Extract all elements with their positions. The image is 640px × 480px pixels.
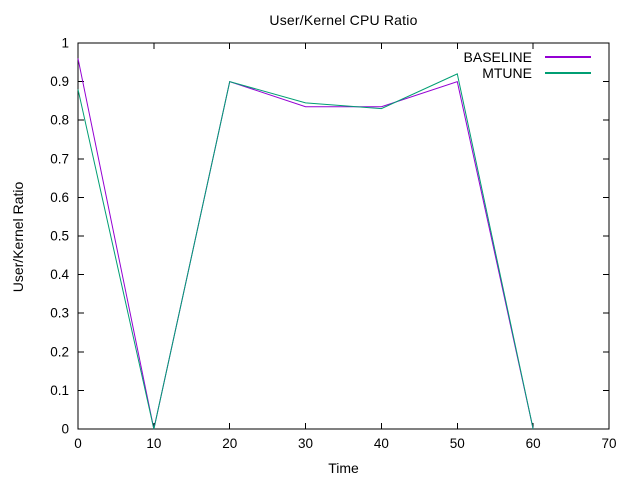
legend-line-sample-baseline: [545, 56, 591, 58]
y-tick-label: 0.9: [50, 74, 69, 89]
legend-entry-mtune: MTUNE: [464, 65, 591, 81]
x-tick-label: 30: [298, 436, 313, 451]
y-tick-label: 0.4: [50, 267, 69, 282]
x-tick-label: 10: [146, 436, 161, 451]
legend-line-sample-mtune: [545, 72, 591, 74]
series-line-baseline: [77, 58, 534, 430]
x-tick-label: 0: [74, 436, 82, 451]
y-tick-label: 0.3: [50, 306, 69, 321]
y-tick-label: 0.2: [50, 344, 69, 359]
legend: BASELINE MTUNE: [464, 49, 591, 81]
y-tick-label: 0.6: [50, 190, 69, 205]
y-tick-label: 0.5: [50, 229, 69, 244]
plot-border: [77, 42, 610, 430]
x-tick-label: 70: [601, 436, 616, 451]
series-line-mtune: [77, 73, 534, 430]
x-tick-label: 60: [526, 436, 541, 451]
y-tick-label: 0.1: [50, 383, 69, 398]
x-tick-label: 40: [374, 436, 389, 451]
y-tick-label: 0.7: [50, 151, 69, 166]
y-tick-label: 0: [61, 422, 69, 437]
x-axis-label: Time: [328, 460, 359, 476]
chart-title: User/Kernel CPU Ratio: [269, 12, 418, 28]
legend-label-mtune: MTUNE: [482, 65, 532, 81]
y-tick-label: 0.8: [50, 113, 69, 128]
x-tick-label: 50: [450, 436, 465, 451]
x-tick-label: 20: [222, 436, 237, 451]
legend-entry-baseline: BASELINE: [464, 49, 591, 65]
legend-label-baseline: BASELINE: [463, 49, 532, 65]
y-tick-label: 1: [61, 36, 69, 51]
